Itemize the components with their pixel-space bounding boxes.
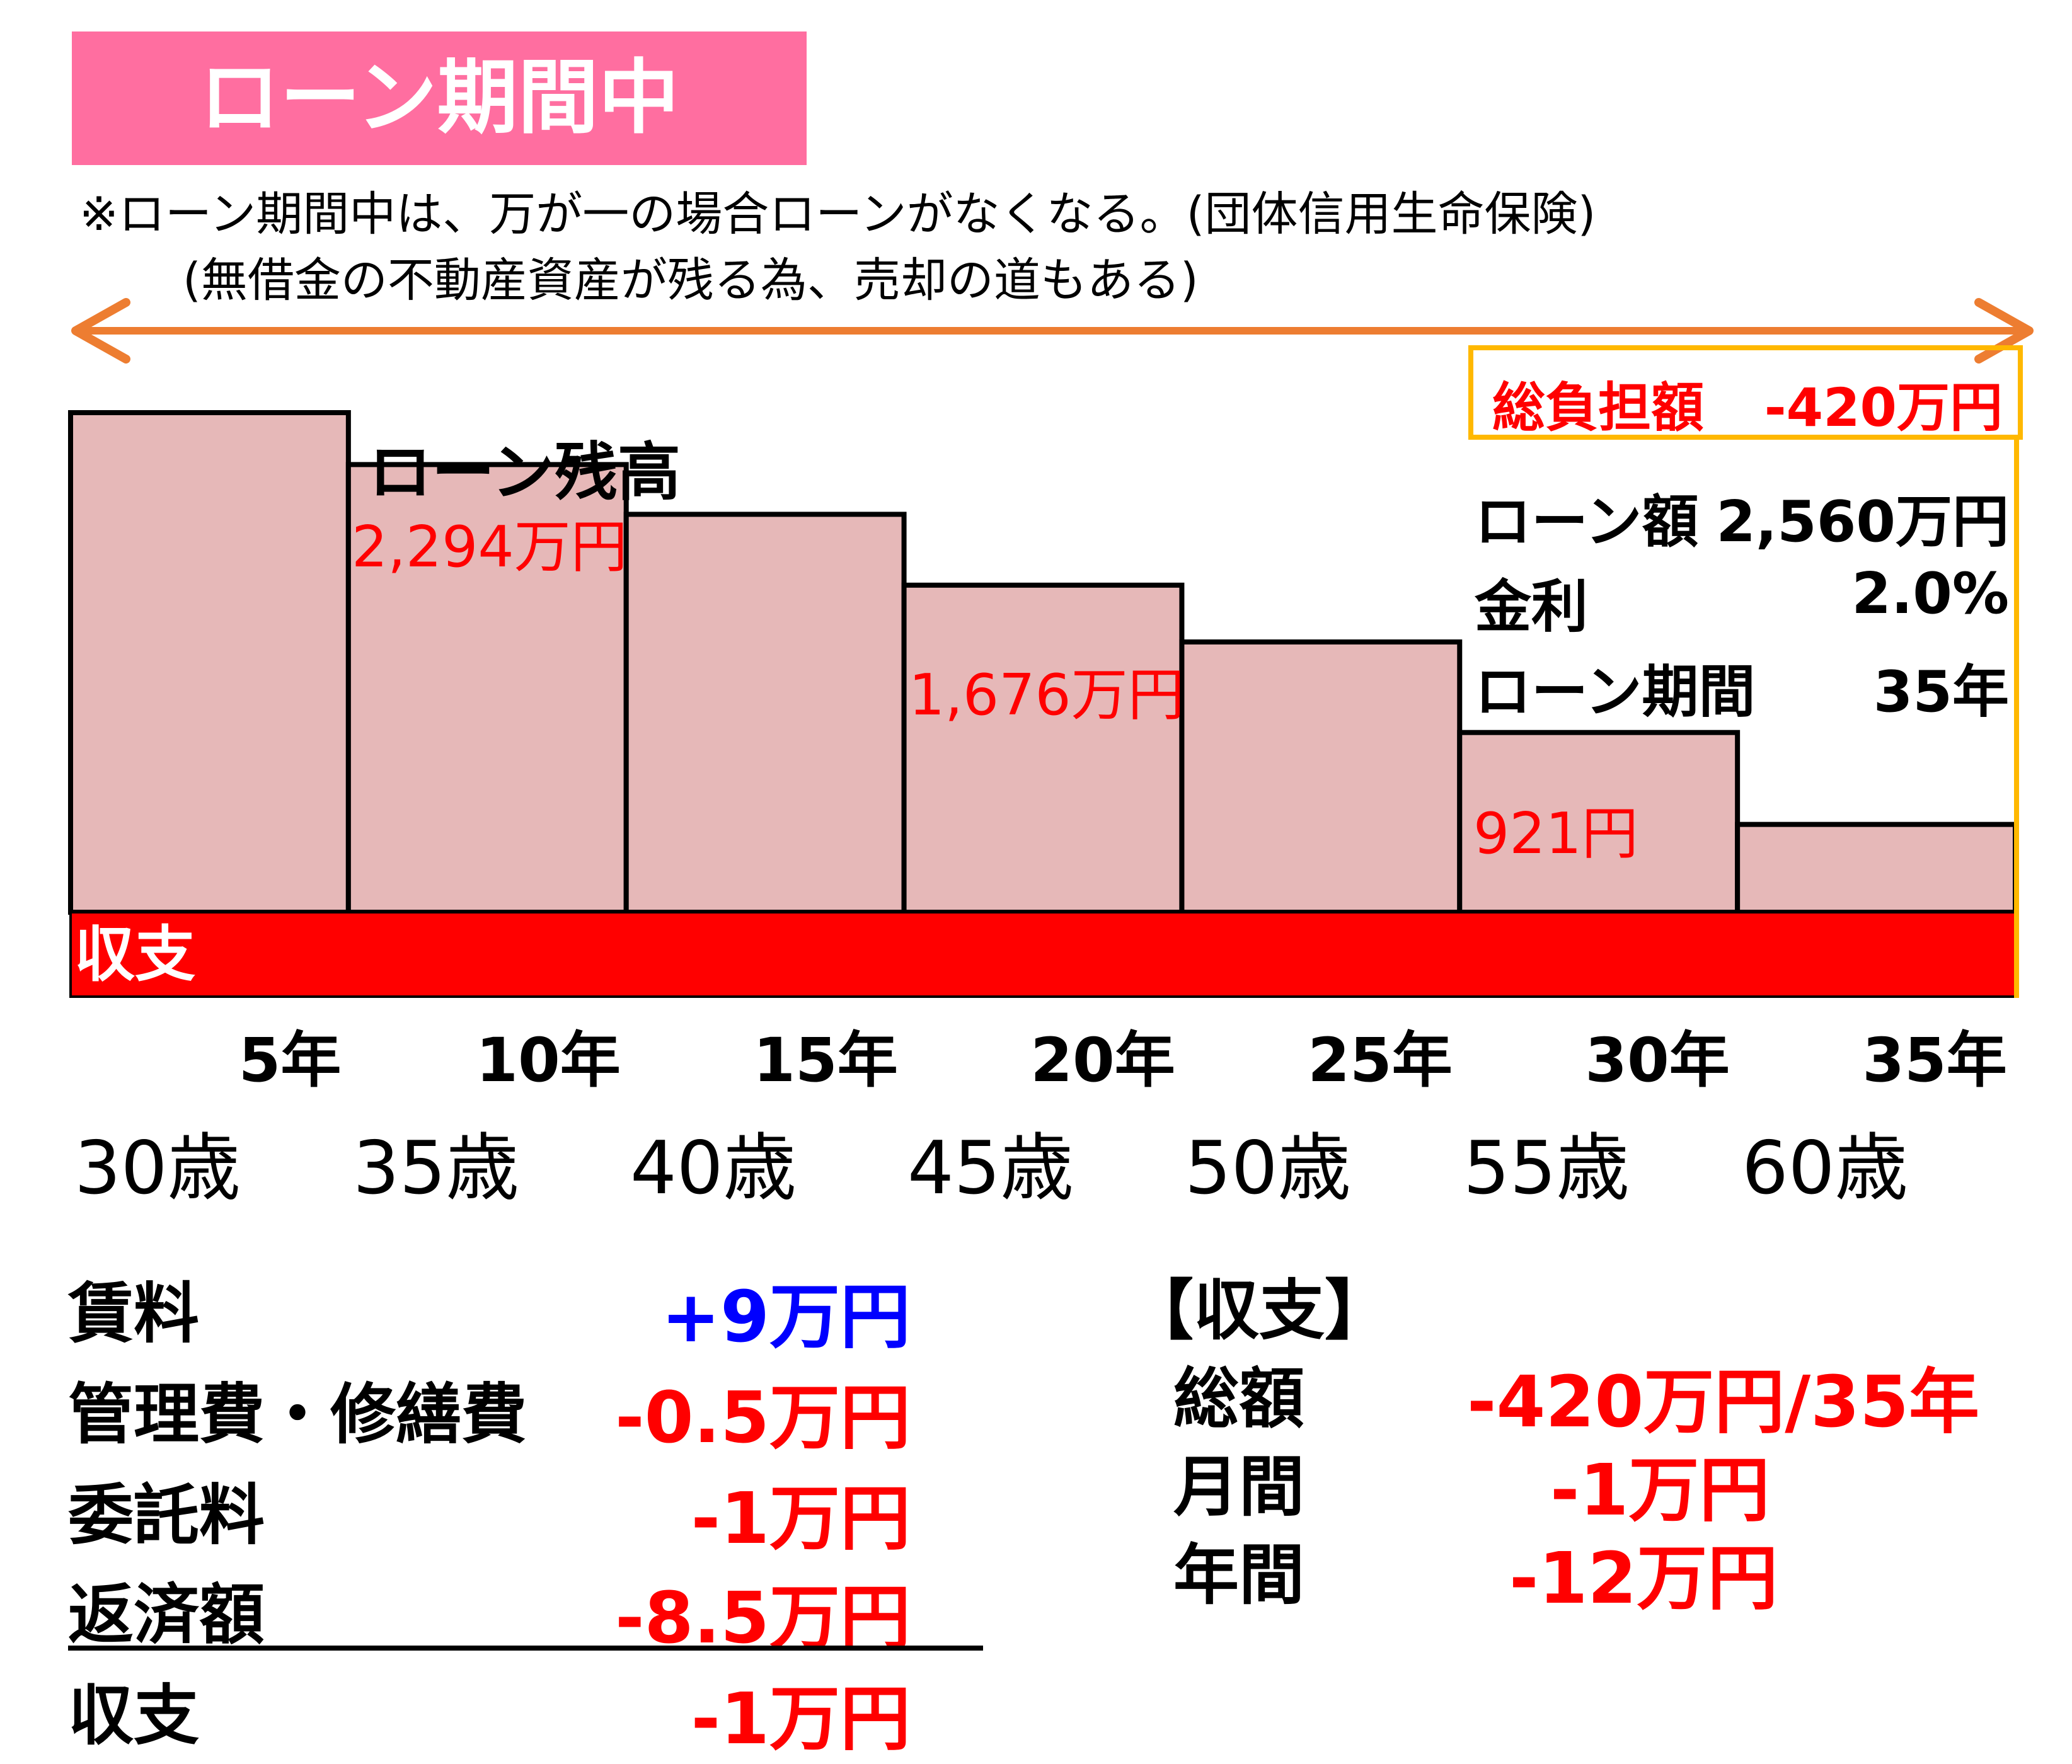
tick-label-35y: 35年 <box>1862 1025 2007 1096</box>
summary-label-monthly: 月間 <box>1173 1448 1305 1525</box>
age-label-45: 45歳 <box>907 1126 1074 1211</box>
note-line-2: (無借金の不動産資産が残る為、売却の道もある) <box>183 253 1199 307</box>
age-label-35: 35歳 <box>353 1126 519 1211</box>
rate-label: 金利 <box>1475 574 1588 640</box>
age-label-50: 50歳 <box>1185 1126 1351 1211</box>
total-burden-value: -420万円 <box>1764 377 2003 438</box>
page-title: ローン期間中 <box>72 32 807 165</box>
tick-label-10y: 10年 <box>476 1025 621 1096</box>
tick-label-25y: 25年 <box>1308 1025 1453 1096</box>
cashflow-label-management: 管理費・修繕費 <box>68 1376 527 1453</box>
cashflow-value-management: -0.5万円 <box>615 1377 911 1459</box>
loan-amount-label: ローン額 <box>1475 489 1699 555</box>
cashflow-label-commission: 委託料 <box>68 1477 265 1554</box>
total-burden-box: 総負担額 -420万円 <box>1468 345 2023 440</box>
info-box-border-right <box>2014 436 2019 998</box>
cashflow-label-repayment: 返済額 <box>68 1576 265 1653</box>
age-label-55: 55歳 <box>1463 1126 1630 1211</box>
loan-amount-value: 2,560万円 <box>1716 489 2009 555</box>
loan-balance-chart <box>68 410 2018 998</box>
tick-label-30y: 30年 <box>1585 1025 1730 1096</box>
rate-value: 2.0% <box>1851 561 2009 627</box>
cashflow-total-value: -1万円 <box>691 1678 911 1760</box>
bar-20年 <box>901 582 1185 915</box>
summary-heading: 【収支】 <box>1128 1272 1391 1349</box>
age-label-60: 60歳 <box>1742 1126 1908 1211</box>
note-line-1: ※ローン期間中は、万が一の場合ローンがなくなる。(団体信用生命保険) <box>79 187 1596 241</box>
cashflow-total-label: 収支 <box>68 1677 200 1754</box>
bar-15年 <box>623 512 907 915</box>
summary-label-total: 総額 <box>1173 1360 1305 1437</box>
summary-value-total: -420万円/35年 <box>1467 1361 1980 1443</box>
cashflow-label-rent: 賃料 <box>68 1275 200 1352</box>
summary-label-yearly: 年間 <box>1173 1537 1305 1613</box>
period-label: ローン期間 <box>1475 659 1756 725</box>
bar-5年 <box>68 410 351 915</box>
tick-label-5y: 5年 <box>238 1025 342 1096</box>
cashflow-value-commission: -1万円 <box>691 1478 911 1560</box>
bar-label-10y: 2,294万円 <box>352 514 628 580</box>
age-label-40: 40歳 <box>630 1126 797 1211</box>
bar-label-20y: 1,676万円 <box>909 662 1185 728</box>
band-label: 収支 <box>74 919 195 990</box>
bar-label-30y: 921円 <box>1473 801 1638 867</box>
age-label-30: 30歳 <box>74 1126 241 1211</box>
cashflow-value-rent: +9万円 <box>661 1276 911 1358</box>
total-burden-label: 総負担額 <box>1492 377 1705 438</box>
summary-value-monthly: -1万円 <box>1550 1450 1770 1532</box>
bar-25年 <box>1179 639 1463 915</box>
arrow-head-left <box>71 298 130 364</box>
period-value: 35年 <box>1873 659 2009 725</box>
tick-label-15y: 15年 <box>753 1025 898 1096</box>
tick-label-20y: 20年 <box>1030 1025 1175 1096</box>
summary-value-yearly: -12万円 <box>1509 1538 1778 1620</box>
bar-35年 <box>1735 822 2018 915</box>
chart-title: ローン残高 <box>369 435 681 509</box>
total-divider <box>68 1646 983 1651</box>
balance-band <box>69 911 2017 998</box>
